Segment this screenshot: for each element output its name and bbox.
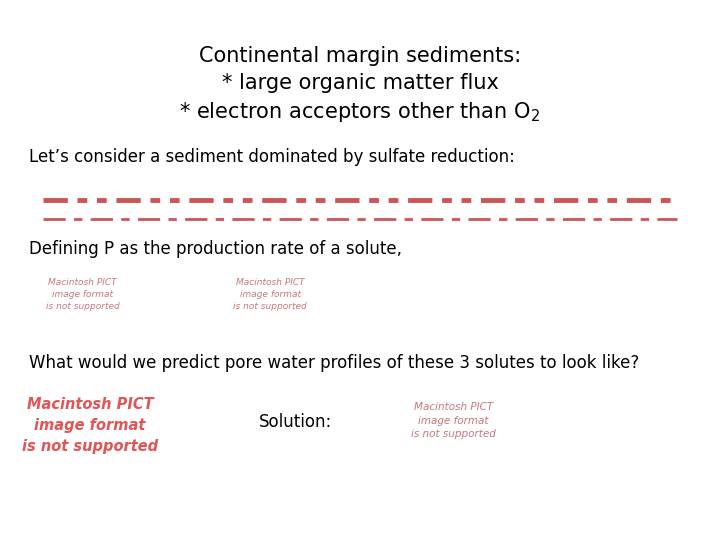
- Text: Defining P as the production rate of a solute,: Defining P as the production rate of a s…: [29, 240, 402, 258]
- Text: Macintosh PICT
image format
is not supported: Macintosh PICT image format is not suppo…: [46, 278, 120, 310]
- Text: Macintosh PICT
image format
is not supported: Macintosh PICT image format is not suppo…: [233, 278, 307, 310]
- Text: Solution:: Solution:: [259, 413, 333, 431]
- Text: Macintosh PICT
image format
is not supported: Macintosh PICT image format is not suppo…: [411, 402, 496, 438]
- Text: Macintosh PICT
image format
is not supported: Macintosh PICT image format is not suppo…: [22, 397, 158, 454]
- Text: Continental margin sediments:: Continental margin sediments:: [199, 46, 521, 66]
- Text: What would we predict pore water profiles of these 3 solutes to look like?: What would we predict pore water profile…: [29, 354, 639, 372]
- Text: Let’s consider a sediment dominated by sulfate reduction:: Let’s consider a sediment dominated by s…: [29, 148, 515, 166]
- Text: * electron acceptors other than O$_2$: * electron acceptors other than O$_2$: [179, 100, 541, 124]
- Text: * large organic matter flux: * large organic matter flux: [222, 73, 498, 93]
